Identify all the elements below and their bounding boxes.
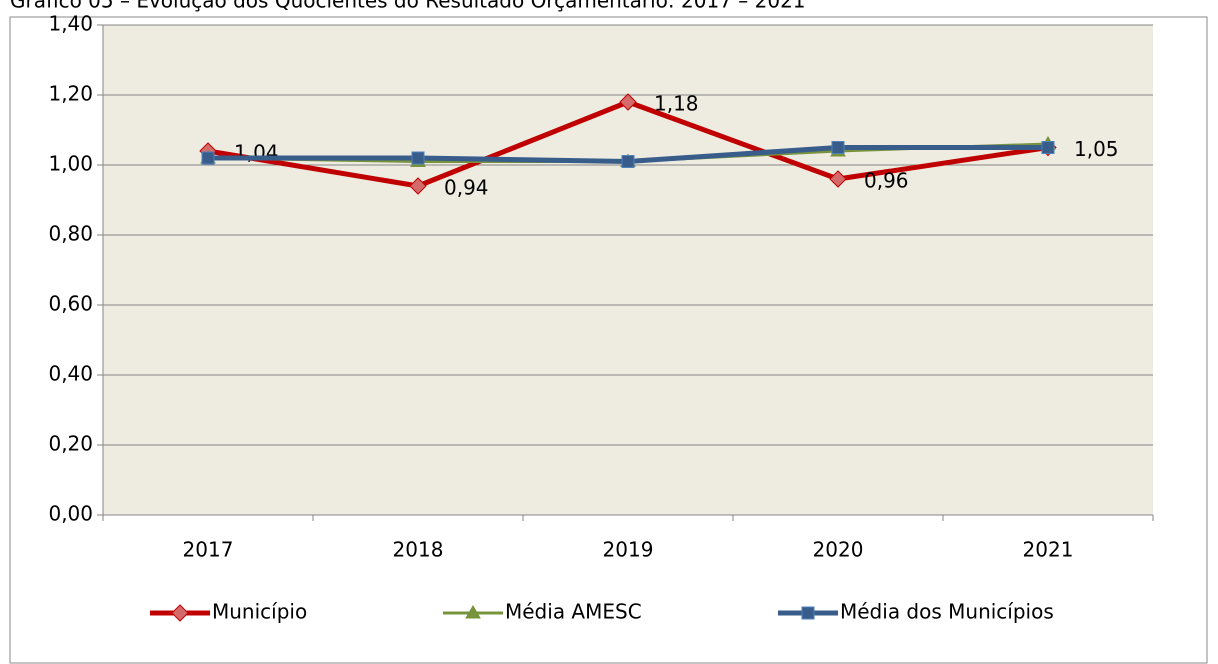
y-tick-label: 0,80 (48, 222, 93, 246)
data-point (619, 93, 637, 111)
data-point (621, 155, 635, 168)
y-tick-label: 1,40 (48, 12, 93, 36)
x-tick-label: 2019 (603, 538, 654, 562)
y-tick-label: 0,60 (48, 292, 93, 316)
x-tick-label: 2021 (1023, 538, 1074, 562)
x-tick-label: 2020 (813, 538, 864, 562)
x-tick-label: 2017 (183, 538, 234, 562)
data-label: 0,94 (444, 176, 489, 200)
y-tick-label: 1,20 (48, 82, 93, 106)
chart-title: Gráfico 05 – Evolução dos Quocientes do … (10, 0, 806, 13)
legend-marker (171, 604, 189, 622)
data-label: 0,96 (864, 169, 909, 193)
legend-marker (465, 605, 481, 619)
data-point (411, 151, 425, 165)
legend-marker (801, 606, 815, 620)
legend-label: Município (212, 600, 307, 624)
legend-label: Média dos Municípios (840, 600, 1054, 624)
y-tick-label: 1,00 (48, 152, 93, 176)
legend-label: Média AMESC (505, 600, 642, 624)
y-tick-label: 0,40 (48, 362, 93, 386)
data-point (831, 141, 845, 154)
data-point (201, 151, 215, 165)
data-label: 1,18 (654, 92, 699, 116)
y-tick-label: 0,20 (48, 432, 93, 456)
y-tick-label: 0,00 (48, 502, 93, 526)
data-label: 1,05 (1074, 137, 1119, 161)
data-point (409, 177, 427, 195)
data-label: 1,04 (234, 141, 279, 165)
data-point (829, 170, 847, 188)
x-tick-label: 2018 (393, 538, 444, 562)
data-point (1041, 141, 1055, 154)
